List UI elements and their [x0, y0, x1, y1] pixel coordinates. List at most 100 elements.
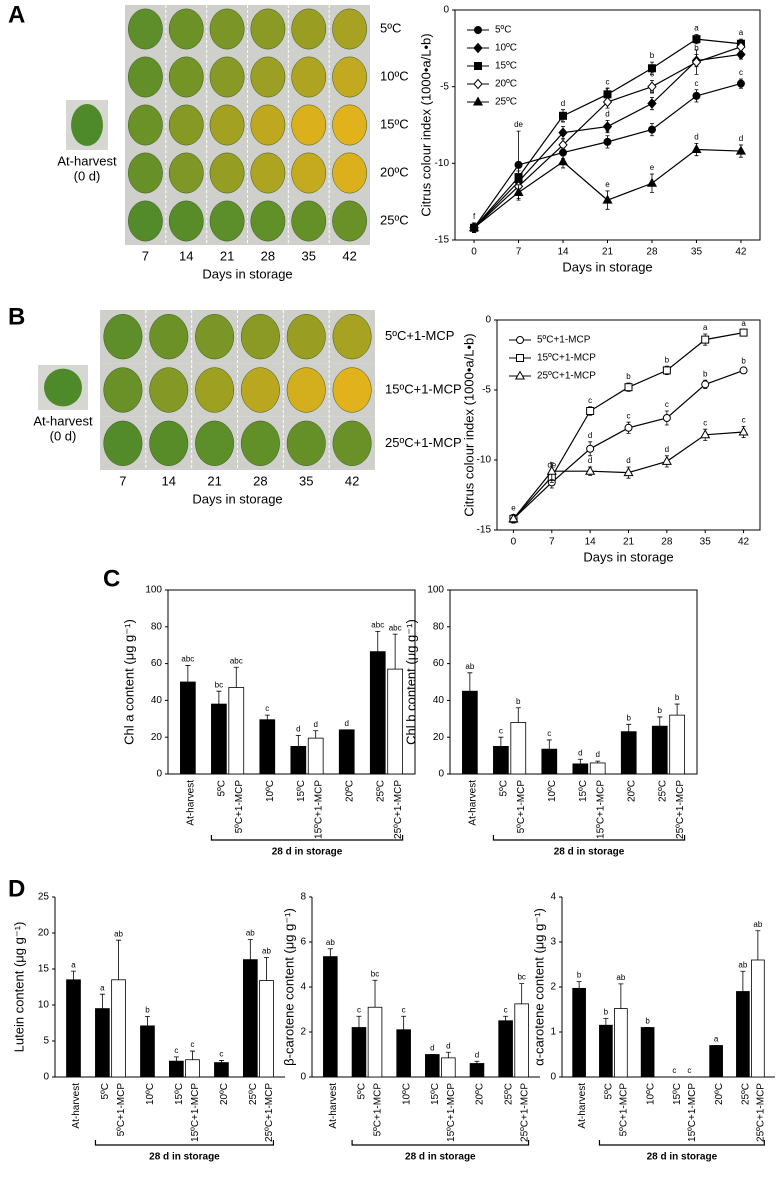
x-tick-label: 5ºC+1-MCP: [619, 1083, 630, 1137]
significance-letter: c: [672, 1066, 676, 1075]
bar: [541, 748, 558, 775]
marker: [557, 156, 569, 166]
fruit: [44, 368, 82, 407]
bar: [510, 722, 527, 775]
bar: [614, 1008, 628, 1078]
bar: [169, 1060, 184, 1078]
significance-letter: c: [547, 729, 551, 738]
fruit: [149, 420, 189, 466]
marker: [647, 81, 657, 92]
error-bar: [626, 723, 632, 732]
fruit: [71, 104, 103, 146]
marker: [514, 160, 523, 169]
y-tick-label: 60: [151, 658, 163, 669]
bar: [323, 956, 338, 1078]
significance-letter: c: [687, 1066, 691, 1075]
error-bar: [218, 1060, 224, 1063]
x-tick-label: 10ºC: [145, 1083, 156, 1105]
y-tick-label: 60: [433, 658, 445, 669]
y-tick-label: 80: [151, 621, 163, 632]
bar: [441, 1057, 456, 1078]
fruit: [250, 8, 286, 50]
x-tick-label: At-harvest: [185, 780, 196, 826]
bar: [66, 979, 81, 1078]
x-tick-label: 25ºC+1-MCP: [756, 1083, 767, 1142]
fruit: [209, 56, 245, 98]
legend-marker: [473, 78, 483, 90]
row-label: 25ºC: [380, 212, 409, 227]
bracket-label: 28 d in storage: [272, 847, 343, 858]
error-bar: [595, 760, 601, 763]
x-tick-label: 25ºC+1-MCP: [675, 780, 686, 839]
fruit: [168, 8, 204, 50]
x-tick-label: 35: [700, 537, 712, 548]
marker: [700, 429, 711, 439]
bar: [242, 959, 258, 1078]
x-axis-label: Days in storage: [583, 549, 673, 564]
marker: [662, 366, 671, 375]
significance-letter: c: [627, 411, 631, 420]
x-tick-label: 0: [471, 247, 477, 258]
y-axis-label: Lutein content (μg g⁻¹): [11, 922, 26, 1053]
bar: [369, 651, 386, 775]
y-tick-label: 0: [438, 769, 444, 780]
y-tick-label: 0: [550, 1072, 556, 1083]
fruit: [128, 200, 163, 242]
significance-letter: d: [446, 1041, 450, 1050]
x-tick-label: 10ºC: [401, 1083, 412, 1105]
x-tick-label: At-harvest: [71, 1083, 82, 1129]
x-tick-label: 7: [516, 247, 522, 258]
fruit: [168, 152, 204, 194]
x-tick-label: 5ºC: [100, 1083, 111, 1099]
y-tick-label: 15: [38, 964, 50, 975]
column-label: 35: [302, 248, 316, 263]
column-label: 7: [142, 248, 149, 263]
x-tick-label: 21: [623, 537, 635, 548]
fruit: [240, 420, 280, 466]
panel-label: C: [103, 565, 120, 592]
fruit: [291, 104, 327, 146]
significance-letter: f: [473, 212, 476, 221]
column-label: 28: [253, 473, 267, 488]
bar: [214, 1062, 229, 1078]
significance-letter: bc: [371, 969, 379, 978]
marker: [603, 137, 612, 146]
significance-letter: b: [665, 355, 670, 364]
legend-label: 25ºC+1-MCP: [537, 371, 596, 382]
x-tick-label: 25ºC: [503, 1083, 514, 1105]
y-axis-label: Chl b content (μg g⁻¹): [403, 619, 418, 745]
marker: [559, 111, 568, 120]
significance-letter: c: [606, 85, 610, 94]
significance-letter: b: [741, 357, 746, 366]
significance-letter: d: [561, 99, 565, 108]
error-bar: [474, 1060, 480, 1064]
significance-letter: e: [511, 504, 516, 513]
error-bar: [190, 1050, 196, 1060]
error-bar: [519, 983, 525, 1004]
bar: [367, 1006, 383, 1078]
y-tick-label: 20: [151, 732, 163, 743]
x-tick-label: 5ºC+1-MCP: [234, 780, 245, 834]
y-tick-label: 2: [300, 1027, 306, 1038]
fruit: [195, 367, 235, 413]
fruit: [128, 104, 163, 146]
x-tick-label: 25ºC+1-MCP: [519, 1083, 530, 1142]
error-bar: [401, 1015, 407, 1030]
row-label: 25ºC+1-MCP: [385, 435, 462, 450]
significance-letter: ab: [738, 960, 747, 969]
error-bar: [173, 1056, 179, 1062]
bar: [709, 1045, 723, 1078]
y-tick-label: 2: [550, 982, 556, 993]
y-tick-label: -5: [440, 81, 449, 92]
fruit: [209, 104, 245, 146]
significance-letter: ab: [246, 929, 255, 938]
x-tick-label: 15ºC+1-MCP: [190, 1083, 201, 1142]
error-bar: [515, 707, 521, 723]
marker: [647, 125, 656, 134]
marker: [647, 98, 657, 109]
bracket-label: 28 d in storage: [647, 1152, 718, 1163]
y-tick-label: 0: [485, 315, 491, 326]
y-tick-label: 40: [433, 695, 445, 706]
x-tick-label: 5ºC+1-MCP: [373, 1083, 384, 1137]
